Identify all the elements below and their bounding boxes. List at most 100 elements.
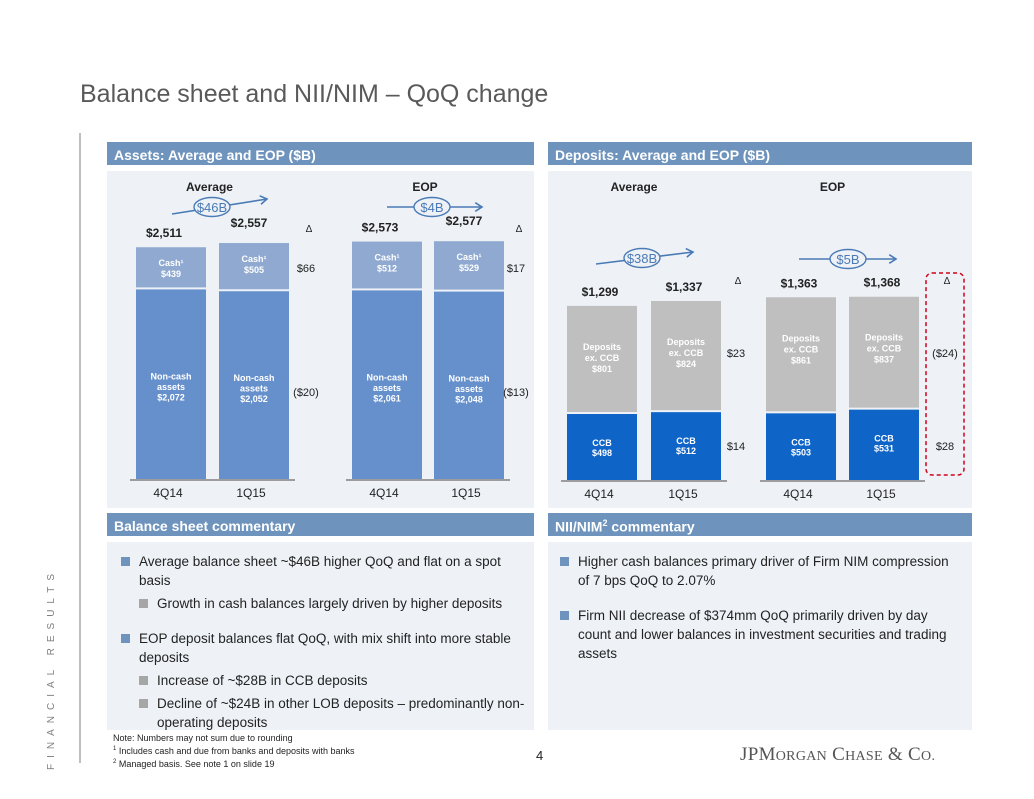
bar-cash xyxy=(352,241,422,289)
footnote-2-mark: 2 xyxy=(113,759,117,765)
bar-noncash-assets xyxy=(136,289,206,479)
bar-deposits-ex-ccb-label: Deposits ex. CCB $824 xyxy=(667,337,705,369)
x-tick-label: 4Q14 xyxy=(153,486,183,500)
bullet-item: Average balance sheet ~$46B higher QoQ a… xyxy=(119,552,529,590)
nii-commentary-header: NII/NIM2 commentary xyxy=(548,513,972,539)
bar-noncash-label: Non-cash assets $2,048 xyxy=(448,374,489,405)
bar-cash-label: Cash¹ $512 xyxy=(374,253,399,274)
logo-o: O. xyxy=(921,749,936,764)
footnote-2-text: Managed basis. See note 1 on slide 19 xyxy=(116,759,275,769)
bullet-gap xyxy=(558,594,963,606)
footnotes: Note: Numbers may not sum due to roundin… xyxy=(113,733,355,770)
bar-noncash-label: Non-cash assets $2,072 xyxy=(150,371,191,402)
left-divider xyxy=(79,133,81,763)
bar-noncash-assets xyxy=(219,291,289,479)
bar-total-label: $1,299 xyxy=(582,285,619,299)
change-label: $38B xyxy=(627,251,657,266)
logo-hase: HASE xyxy=(845,749,883,764)
bar-total-label: $1,337 xyxy=(666,280,703,294)
delta-symbol: Δ xyxy=(944,276,951,287)
x-tick-label: 1Q15 xyxy=(668,487,698,501)
x-tick-label: 1Q15 xyxy=(236,486,266,500)
delta-deposits-ex-ccb: ($24) xyxy=(932,348,958,360)
side-label: FINANCIAL RESULTS xyxy=(46,567,57,770)
bar-cash-label: Cash¹ $505 xyxy=(241,254,266,275)
change-label: $46B xyxy=(197,200,227,215)
sub-bullet-item: Growth in cash balances largely driven b… xyxy=(119,594,529,613)
bar-ccb xyxy=(849,409,919,480)
bar-deposits-ex-ccb xyxy=(651,300,721,411)
balance-commentary-header: Balance sheet commentary xyxy=(107,513,534,539)
change-arrow-head xyxy=(474,202,484,212)
deposits-panel-body: Average CCB $498 Deposits ex. CCB $801 $1,299 4… xyxy=(548,171,972,508)
group-title: EOP xyxy=(820,180,845,194)
bar-cash xyxy=(136,247,206,288)
change-ellipse xyxy=(829,248,867,270)
delta-cash: $66 xyxy=(297,263,315,275)
group-title: Average xyxy=(611,180,658,194)
deposits-chart: Average CCB $498 Deposits ex. CCB $801 $1,299 4… xyxy=(561,180,965,501)
bar-cash xyxy=(219,243,289,290)
bullet-item: EOP deposit balances flat QoQ, with mix … xyxy=(119,629,529,667)
x-tick-label: 4Q14 xyxy=(783,487,813,501)
group-title: EOP xyxy=(412,180,437,194)
x-tick-label: 1Q15 xyxy=(866,487,896,501)
change-arrow-head xyxy=(685,247,695,258)
bar-total-label: $2,511 xyxy=(146,226,182,240)
bar-noncash-label: Non-cash assets $2,052 xyxy=(233,373,274,404)
logo-m: M xyxy=(758,744,776,765)
logo-c: C xyxy=(832,744,846,765)
footnote-rounding: Note: Numbers may not sum due to roundin… xyxy=(113,733,293,743)
bar-deposits-ex-ccb xyxy=(567,305,637,413)
assets-panel-header: Assets: Average and EOP ($B) xyxy=(107,142,534,168)
bar-total-label: $2,557 xyxy=(231,216,268,230)
delta-deposits-ex-ccb: $23 xyxy=(727,348,745,360)
bar-total-label: $2,577 xyxy=(446,214,483,228)
bar-deposits-ex-ccb xyxy=(766,297,836,412)
bar-ccb xyxy=(651,412,721,480)
company-logo: JPMORGAN CHASE & CO. xyxy=(740,744,935,766)
delta-noncash: ($13) xyxy=(503,387,529,399)
change-label: $5B xyxy=(836,252,859,267)
logo-amp-co: & C xyxy=(887,744,922,765)
bar-noncash-label: Non-cash assets $2,061 xyxy=(366,372,407,403)
page-number: 4 xyxy=(536,748,544,763)
delta-symbol: Δ xyxy=(306,224,313,235)
bar-ccb-label: CCB $503 xyxy=(791,437,811,457)
bar-deposits-ex-ccb xyxy=(849,296,919,408)
bullet-item: Firm NII decrease of $374mm QoQ primaril… xyxy=(558,606,963,663)
nii-header-tail: commentary xyxy=(607,518,695,535)
assets-panel-body: Average Non-cash assets $2,072 Cash¹ $439 $2,5… xyxy=(107,171,534,508)
x-tick-label: 1Q15 xyxy=(451,486,481,500)
bar-ccb-label: CCB $531 xyxy=(874,434,894,454)
x-tick-label: 4Q14 xyxy=(584,487,614,501)
nii-header-main: NII/NIM xyxy=(555,518,603,535)
bar-noncash-assets xyxy=(352,290,422,479)
delta-noncash: ($20) xyxy=(293,387,319,399)
change-ellipse xyxy=(623,247,661,269)
bar-ccb-label: CCB $512 xyxy=(676,436,696,456)
footnote-1: 1 Includes cash and due from banks and d… xyxy=(113,744,355,757)
change-arrow-head xyxy=(888,254,898,264)
x-tick-label: 4Q14 xyxy=(369,486,399,500)
bar-total-label: $1,363 xyxy=(781,276,818,290)
bar-ccb xyxy=(766,413,836,480)
logo-jp: JP xyxy=(740,744,759,765)
change-label: $4B xyxy=(420,200,443,215)
bar-cash-label: Cash¹ $439 xyxy=(158,258,183,279)
bar-total-label: $2,573 xyxy=(362,221,399,235)
bar-cash xyxy=(434,241,504,290)
change-ellipse xyxy=(193,196,231,218)
footnote-1-text: Includes cash and due from banks and dep… xyxy=(116,746,355,756)
bar-total-label: $1,368 xyxy=(864,276,901,290)
bar-deposits-ex-ccb-label: Deposits ex. CCB $801 xyxy=(583,342,621,374)
group-title: Average xyxy=(186,180,233,194)
change-ellipse xyxy=(413,196,451,218)
nii-commentary-body: Higher cash balances primary driver of F… xyxy=(548,542,972,730)
delta-ccb: $28 xyxy=(936,441,954,453)
delta-cash: $17 xyxy=(507,263,525,275)
bar-ccb-label: CCB $498 xyxy=(592,438,612,458)
balance-commentary-body: Average balance sheet ~$46B higher QoQ a… xyxy=(107,542,534,730)
assets-chart: Average Non-cash assets $2,072 Cash¹ $439 $2,5… xyxy=(130,180,529,500)
sub-bullet-item: Decline of ~$24B in other LOB deposits –… xyxy=(119,694,529,732)
